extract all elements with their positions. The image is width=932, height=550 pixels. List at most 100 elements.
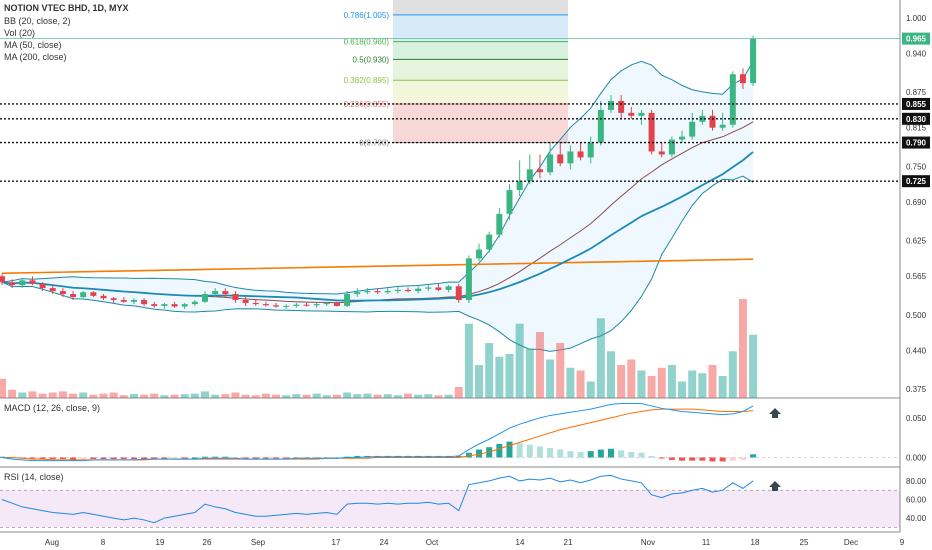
fib-zone <box>393 103 568 143</box>
volume-bar <box>678 381 687 398</box>
fib-level-label: 0(0.790) <box>359 139 389 148</box>
volume-bar <box>99 393 108 398</box>
candle-body <box>658 151 665 155</box>
macd-tick-label: 0.050 <box>906 414 927 423</box>
current-price-tag <box>902 32 930 45</box>
candlesticks <box>0 35 757 309</box>
candle-body <box>202 294 208 302</box>
time-tick-label: 24 <box>380 538 389 547</box>
price-tick-label: 0.815 <box>906 124 927 133</box>
macd-histogram-bar <box>130 457 137 460</box>
level-price-label: 0.855 <box>906 100 927 109</box>
macd-histogram-bar <box>506 441 513 458</box>
macd-histogram-bar <box>567 451 574 458</box>
rsi-tick-label: 40.00 <box>906 514 927 523</box>
time-tick-label: 9 <box>900 538 905 547</box>
candle-body <box>618 100 625 113</box>
fib-zone <box>393 41 568 60</box>
candle-body <box>262 304 269 306</box>
volume-bar <box>566 367 575 398</box>
volume-bar <box>160 395 169 398</box>
candle-body <box>323 302 330 305</box>
time-tick-label: 17 <box>332 538 341 547</box>
volume-bar <box>525 348 534 398</box>
candle-body <box>222 291 229 295</box>
volume-bar <box>38 393 47 398</box>
level-price-tag <box>902 112 930 125</box>
macd-histogram-bar <box>536 446 543 458</box>
legend-ma50[interactable]: MA (50, close) <box>4 40 62 50</box>
macd-histogram-bar <box>526 444 533 458</box>
volume-bar <box>8 389 17 398</box>
candle-body <box>384 291 391 293</box>
candle-body <box>120 299 127 302</box>
price-tick-label: 0.625 <box>906 237 927 246</box>
candle-body <box>405 289 411 292</box>
macd-histogram-bar <box>191 457 198 459</box>
candle-body <box>374 291 381 293</box>
volume-bar <box>607 351 615 398</box>
candle-body <box>597 109 604 143</box>
volume-bar <box>18 392 27 398</box>
macd-histogram-bar <box>668 457 675 460</box>
volume-bar <box>728 351 737 398</box>
candle-body <box>577 151 584 158</box>
volume-bar <box>28 391 37 398</box>
volume-bar <box>251 395 260 398</box>
time-tick-label: 19 <box>156 538 165 547</box>
time-tick-label: Dec <box>844 538 858 547</box>
candle-body <box>435 287 442 290</box>
macd-histogram-bar <box>689 457 696 461</box>
macd-histogram-bar <box>354 455 361 458</box>
volume-bar <box>150 393 159 398</box>
volume-bar <box>556 343 565 398</box>
candle-body <box>587 142 594 158</box>
fib-zone-top <box>393 0 568 15</box>
volume-bar <box>464 323 473 398</box>
candle-body <box>141 299 148 305</box>
volume-bar <box>261 393 270 398</box>
candle-body <box>151 304 158 306</box>
volume-bar <box>282 395 291 398</box>
rsi-pane <box>0 474 900 528</box>
legend-ma200[interactable]: MA (200, close) <box>4 52 67 62</box>
macd-histogram-bar <box>729 457 736 461</box>
candle-body <box>719 124 726 128</box>
horizontal-levels[interactable] <box>0 38 900 182</box>
candle-body <box>547 154 554 173</box>
candle-body <box>110 298 117 300</box>
volume-bar <box>58 391 67 398</box>
price-tick-label: 0.500 <box>906 311 927 320</box>
fibonacci-retracement[interactable]: 0.786(1.005) 0.618(0.960) 0.5(0.930) 0.382(… <box>344 0 568 148</box>
volume-bar <box>475 365 484 398</box>
volume-bar <box>657 367 666 398</box>
candle-body <box>506 190 513 214</box>
candle-body <box>496 213 503 235</box>
macd-histogram-bar <box>283 457 290 459</box>
macd-legend[interactable]: MACD (12, 26, close, 9) <box>4 403 101 413</box>
macd-pane <box>0 403 900 462</box>
macd-histogram-bar <box>171 457 178 459</box>
macd-histogram-bar <box>577 451 584 458</box>
candle-body <box>171 304 178 307</box>
volume-bar <box>353 394 362 398</box>
macd-histogram-bar <box>222 456 229 458</box>
candle-body <box>191 301 198 305</box>
candle-body <box>70 294 77 298</box>
candle-body <box>638 112 645 116</box>
macd-histogram-bar <box>29 457 36 459</box>
candle-body <box>476 249 483 259</box>
volume-bar <box>129 394 138 398</box>
candle-body <box>80 292 87 298</box>
volume-bar <box>241 394 250 398</box>
volume-bar <box>688 370 697 398</box>
volume-bar <box>698 373 707 398</box>
ma50-line <box>1 151 754 302</box>
legend-vol[interactable]: Vol (20) <box>4 28 36 38</box>
rsi-legend[interactable]: RSI (14, close) <box>4 472 64 482</box>
volume-bar <box>69 393 78 398</box>
legend-bb[interactable]: BB (20, close, 2) <box>4 16 71 26</box>
current-price-label: 0.965 <box>906 35 927 44</box>
fib-level-label: 0.236(0.855) <box>344 100 390 109</box>
